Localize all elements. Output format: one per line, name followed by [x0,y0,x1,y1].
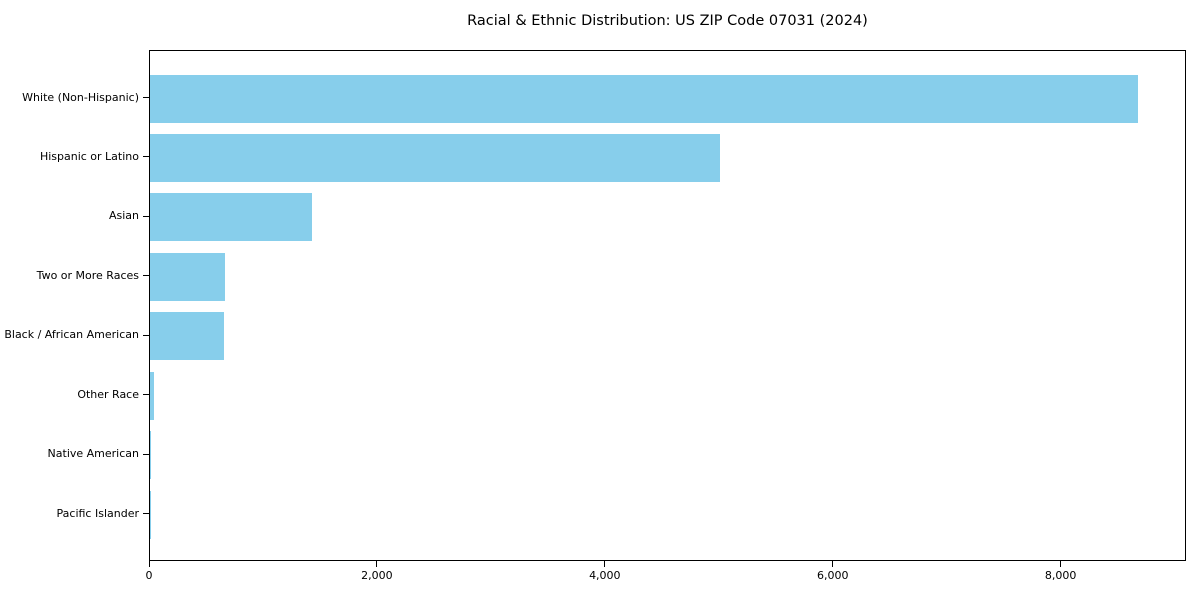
y-tick-label: Asian [108,209,139,223]
bar [150,193,313,242]
y-tick-mark [143,156,149,158]
x-tick-mark [148,561,150,567]
x-tick-label: 4,000 [589,569,621,582]
plot-area [149,50,1186,561]
y-tick-label: Two or More Races [36,268,139,282]
bar [150,371,154,420]
bar [150,312,225,361]
y-tick-label: Black / African American [4,328,139,342]
bar [150,133,720,182]
y-tick-mark [143,513,149,514]
y-tick-label: Pacific Islander [56,506,139,520]
y-tick-label: White (Non-Hispanic) [22,90,139,104]
x-tick-label: 0 [145,569,153,582]
y-tick-mark [143,453,149,455]
bar [150,74,1138,123]
x-tick-mark [1060,561,1062,567]
x-tick-mark [376,561,378,567]
y-tick-label: Native American [47,447,139,461]
bar [150,431,151,480]
x-tick-mark [604,561,606,567]
x-tick-label: 8,000 [1044,569,1077,582]
bar [150,252,225,301]
y-tick-label: Hispanic or Latino [39,149,139,163]
y-tick-mark [143,394,149,396]
x-tick-mark [832,561,834,567]
y-tick-mark [143,334,149,336]
y-tick-mark [143,97,149,98]
y-tick-mark [143,275,149,277]
y-tick-label: Other Race [77,387,139,401]
x-tick-label: 2,000 [361,569,393,582]
x-tick-label: 6,000 [816,569,849,582]
chart-title: Racial & Ethnic Distribution: US ZIP Cod… [467,13,868,29]
y-tick-mark [143,215,149,217]
